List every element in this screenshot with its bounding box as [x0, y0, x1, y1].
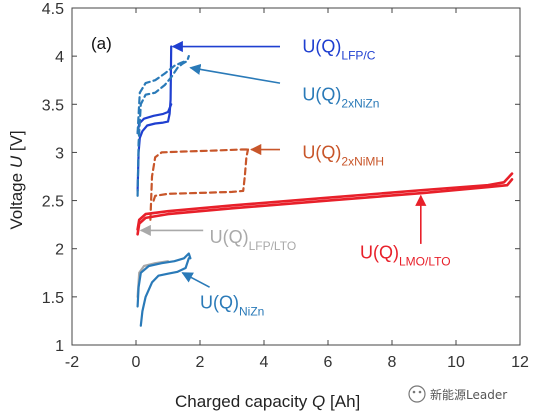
wechat-icon-eye-left: [412, 390, 416, 394]
x-tick-label: 2: [196, 354, 205, 371]
annotation-subscript: NiZn: [239, 305, 264, 319]
watermark: 新能源Leader: [408, 385, 507, 403]
y-tick-label: 2: [55, 242, 64, 259]
axes: -2 0 2 4 6 8 10 12 1 1.5 2 2.5 3 3.5 4 4.5: [42, 1, 529, 371]
panel-label: (a): [91, 34, 112, 53]
series-line-u-q-lfp-c: [136, 103, 173, 135]
annotation-label: U(Q)2xNiMH: [302, 142, 384, 168]
annotation-label: U(Q)LMO/LTO: [360, 243, 451, 269]
annotation-main: U(Q): [360, 243, 399, 263]
x-tick-label: 10: [447, 354, 465, 371]
annotation-main: U(Q): [210, 227, 249, 247]
annotation-label: U(Q)LFP/LTO: [210, 227, 297, 253]
series-line-u-q-nizn: [139, 257, 190, 327]
x-tick-label: -2: [65, 354, 79, 371]
annotation-arrow: [181, 272, 210, 288]
annotation-label: U(Q)NiZn: [200, 293, 264, 319]
wechat-icon-eye-right: [418, 390, 422, 394]
y-tick-label: 4.5: [42, 1, 64, 18]
series-line-u-q-2xnizn: [136, 54, 190, 197]
y-tick-label: 1.5: [42, 290, 64, 307]
y-tick-label: 3.5: [42, 97, 64, 114]
plot-area: [136, 45, 514, 327]
annotation-label: U(Q)LFP/C: [302, 37, 375, 63]
series-line-u-q-lmo-lto: [136, 172, 514, 231]
annotation-subscript: LFP/LTO: [249, 239, 297, 253]
wechat-icon: [408, 385, 426, 403]
series-line-u-q-2xnimh: [152, 148, 250, 202]
annotation-subscript: LFP/C: [341, 49, 375, 63]
annotation-label: U(Q)2xNiZn: [302, 85, 379, 111]
annotation-main: U(Q): [302, 85, 341, 105]
x-tick-label: 0: [132, 354, 141, 371]
annotation-arrow: [189, 63, 281, 84]
y-tick-label: 1: [55, 338, 64, 355]
annotation-main: U(Q): [302, 142, 341, 162]
annotation-subscript: LMO/LTO: [399, 255, 451, 269]
series-line-u-q-2xnizn: [136, 59, 187, 135]
series-line-u-q-lfp-lto: [136, 260, 170, 298]
watermark-text: 新能源Leader: [430, 387, 507, 402]
x-axis-label: Charged capacity Q [Ah]: [175, 392, 360, 411]
annotation-main: U(Q): [302, 37, 341, 57]
y-tick-label: 3: [55, 145, 64, 162]
y-tick-label: 4: [55, 49, 64, 66]
x-tick-label: 8: [388, 354, 397, 371]
series-line-u-q-lmo-lto: [136, 178, 514, 236]
x-tick-label: 6: [324, 354, 333, 371]
series-line-u-q-nizn: [136, 252, 192, 308]
annotation-subscript: 2xNiMH: [341, 154, 384, 168]
y-axis-label: Voltage U [V]: [7, 130, 26, 229]
x-tick-label: 12: [511, 354, 529, 371]
y-tick-label: 2.5: [42, 194, 64, 211]
annotation-subscript: 2xNiZn: [341, 97, 379, 111]
annotation-layer: U(Q)LFP/CU(Q)2xNiZnU(Q)2xNiMHU(Q)LFP/LTO…: [139, 37, 451, 319]
plot-frame: [71, 7, 521, 346]
series-line-u-q-2xnimh: [149, 148, 250, 221]
x-tick-label: 4: [260, 354, 269, 371]
annotation-main: U(Q): [200, 293, 239, 313]
